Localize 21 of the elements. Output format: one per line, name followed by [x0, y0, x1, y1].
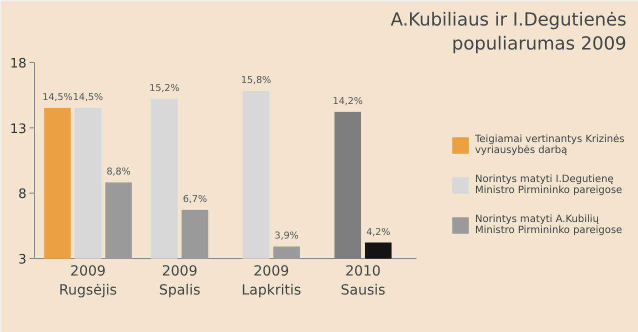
legend-label: Norintys matyti A.Kubilių Ministro Pirmininko pareigose: [475, 213, 622, 238]
data-label: 6,7%: [182, 194, 208, 206]
data-label: 4,2%: [366, 226, 390, 238]
data-label: 15,8%: [240, 75, 272, 86]
data-label: 3,9%: [274, 230, 299, 242]
data-label: 15,2%: [149, 83, 180, 94]
data-label: 14,5%: [42, 92, 73, 104]
x-tick-label: 2010 Sausis: [340, 264, 386, 298]
data-label: 14,5%: [72, 92, 104, 104]
legend-label: Teigiamai vertinantys Krizinės vyriausybės darbą: [475, 133, 625, 158]
x-tick-label: 2009 Spalis: [158, 264, 200, 298]
y-tick-label: 18: [10, 56, 27, 72]
y-tick-label: 8: [18, 187, 27, 202]
y-tick-label: 3: [18, 252, 27, 268]
y-tick-label: 13: [10, 122, 27, 137]
x-tick-label: 2009 Lapkritis: [241, 264, 302, 298]
legend-label: Norintys matyti I.Degutienę Ministro Pirmininko pareigose: [475, 173, 622, 198]
data-label: 8,8%: [106, 166, 131, 178]
data-label: 14,2%: [332, 96, 363, 108]
text: A.Kubiliaus ir I.Degutienės populiarumas 2009: [390, 10, 627, 54]
x-tick-label: 2009 Rugsėjis: [59, 264, 117, 298]
